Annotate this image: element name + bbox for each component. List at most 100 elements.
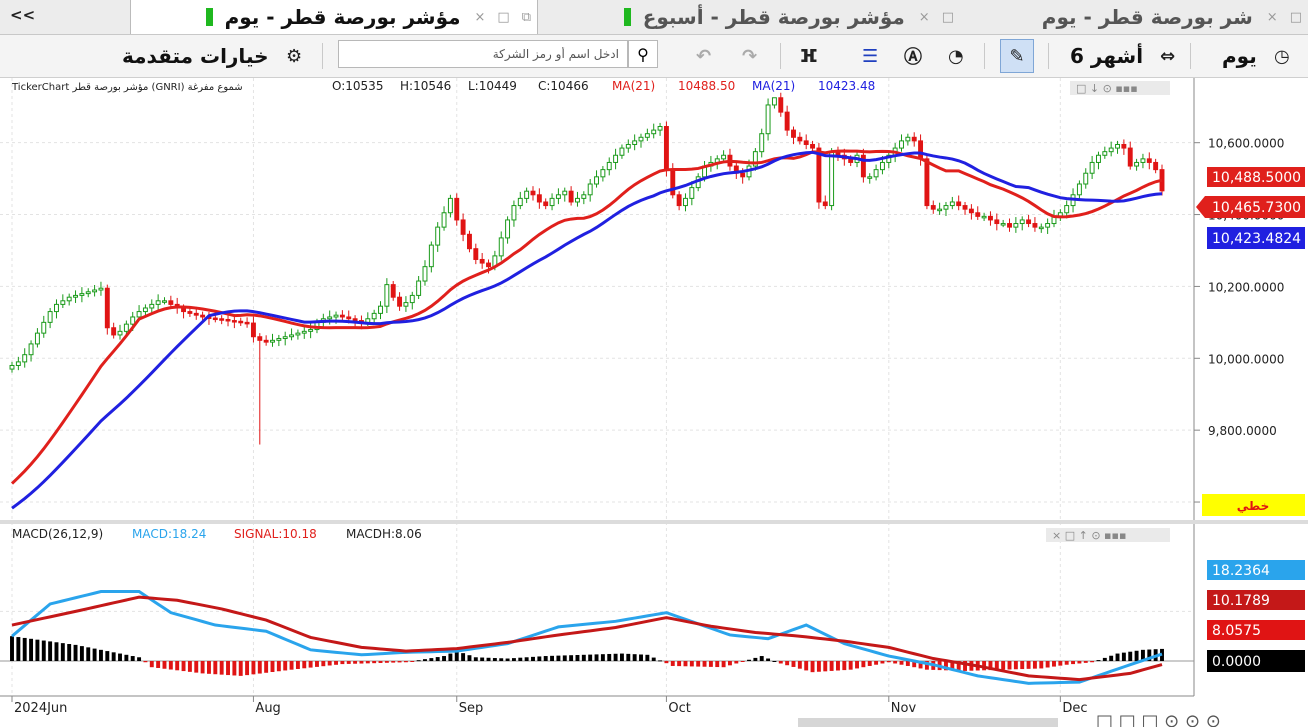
candle-up [79,293,85,296]
candle-up [1115,143,1120,149]
pencil-icon[interactable]: ✎ [1000,39,1034,73]
candle-up [657,126,663,131]
hist-bar-negative [289,661,294,670]
hist-bar-negative [327,661,332,666]
undo-icon[interactable]: ↶ [696,45,712,67]
search-input[interactable] [338,40,628,68]
panel-splitter[interactable] [0,520,1308,524]
candle-up [632,140,638,145]
tab-qatar-day[interactable]: ⧉ □ × مؤشر بورصة قطر - يوم [130,0,538,34]
candle-up [594,176,599,185]
candle-up [1096,154,1101,163]
hist-bar-negative [334,661,338,665]
hist-bar-positive [35,639,40,661]
tab-qatar-day-2[interactable]: □ × شر بورصة قطر - يوم [968,0,1308,34]
hist-bar-positive [60,643,65,661]
candle-up [28,343,34,356]
hist-bar-negative [1058,661,1063,666]
candle-down [1121,143,1127,149]
candle-down [250,322,256,338]
tab-close-icon[interactable]: × [918,9,930,25]
gear-icon[interactable]: ⚙ [286,45,303,67]
tab-maximize-icon[interactable]: □ [941,9,954,25]
scale-type-badge[interactable]: خطي [1202,494,1305,516]
candle-down [975,212,981,217]
hist-bar-negative [950,661,955,671]
collapse-tabs-button[interactable]: << [10,6,36,24]
tab-maximize-icon[interactable]: □ [1289,9,1302,25]
horizontal-scrollbar[interactable] [798,718,1058,727]
tab-close-icon[interactable]: × [474,9,486,25]
hist-bar-positive [753,657,758,661]
period-selector[interactable]: 6 أشهر [1070,35,1143,77]
hist-bar-positive [511,658,516,661]
tab-label: مؤشر بورصة قطر - أسبوع [642,5,905,29]
toolbar-divider [1048,43,1049,69]
hist-bar-positive [105,651,110,661]
candle-up [333,314,339,318]
tab-maximize-icon[interactable]: □ [497,9,510,25]
candle-up [829,151,835,207]
candle-up [638,136,644,142]
candle-up [867,176,873,179]
hist-bar-positive [86,647,91,661]
interval-selector[interactable]: يوم [1222,35,1257,77]
macdh-value-label: MACDH:8.06 [346,527,422,541]
advanced-options-button[interactable]: خيارات متقدمة [122,35,269,77]
hist-bar-negative [187,661,192,672]
price-panel-controls[interactable]: □ ↓ ⊙ ▪▪▪ [1070,81,1170,95]
arrows-icon[interactable]: ⇔ [1160,45,1176,67]
hist-bar-negative [1077,661,1082,664]
candle-up [524,190,530,199]
tab-close-icon[interactable]: × [1266,9,1278,25]
candle-up [1083,172,1089,185]
hist-bar-negative [1001,661,1006,670]
hist-bar-negative [848,661,853,670]
hist-bar-negative [816,661,821,672]
candle-down [543,201,549,207]
search-icon[interactable]: ⚲ [628,40,658,68]
chart-area[interactable]: 9,600.00009,800.000010,000.000010,200.00… [0,78,1308,727]
tab-dock-icon[interactable]: ⧉ [521,9,531,25]
candle-down [822,201,828,207]
indicator-icon[interactable]: ⴼ [800,45,818,67]
hist-bar-negative [861,661,866,668]
auto-icon[interactable]: Ⓐ [904,47,922,68]
hist-bar-negative [378,661,383,663]
hist-bar-negative [689,661,694,667]
candle-up [123,323,129,332]
panel-close-icon[interactable]: × □ ↑ ⊙ ▪▪▪ [1052,529,1126,542]
hist-bar-positive [1096,660,1101,662]
candle-down [193,312,199,316]
redo-icon[interactable]: ↷ [742,45,758,67]
hist-bar-positive [137,657,142,661]
hist-bar-positive [467,655,472,661]
clock-icon[interactable]: ◷ [1274,45,1290,67]
hist-bar-negative [740,661,745,662]
hist-bar-positive [429,658,434,661]
ma-red-badge-text: 10,488.5000 [1212,170,1301,186]
candle-up [511,205,517,221]
toolbar: خيارات متقدمة ⚙ ⚲ ↶ ↷ ⴼ ☰ Ⓐ ◔ ✎ 6 أشهر ⇔… [0,35,1308,78]
tab-qatar-week[interactable]: □ × مؤشر بورصة قطر - أسبوع [540,0,960,34]
hist-bar-negative [1090,661,1095,663]
hist-bar-positive [518,657,523,661]
hist-bar-negative [677,661,682,667]
hist-bar-positive [766,658,771,661]
candle-down [346,316,352,320]
candle-up [130,316,136,325]
hist-bar-positive [435,657,440,661]
panel-max-icon[interactable]: □ ↓ ⊙ ▪▪▪ [1076,82,1138,95]
lines-icon[interactable]: ☰ [862,45,879,67]
bottom-controls-icon[interactable]: □ □ □ ⊙ ⊙ ⊙ [1096,711,1221,727]
hist-bar-negative [194,661,199,673]
candle-up [1108,147,1114,153]
candle-down [536,194,542,203]
candle-up [98,287,104,291]
speed-icon[interactable]: ◔ [948,45,964,67]
hist-bar-positive [16,637,21,661]
hist-bar-negative [168,661,173,670]
hist-bar-negative [899,661,904,665]
macd-panel-controls[interactable]: × □ ↑ ⊙ ▪▪▪ [1046,528,1170,542]
candle-down [454,197,460,221]
